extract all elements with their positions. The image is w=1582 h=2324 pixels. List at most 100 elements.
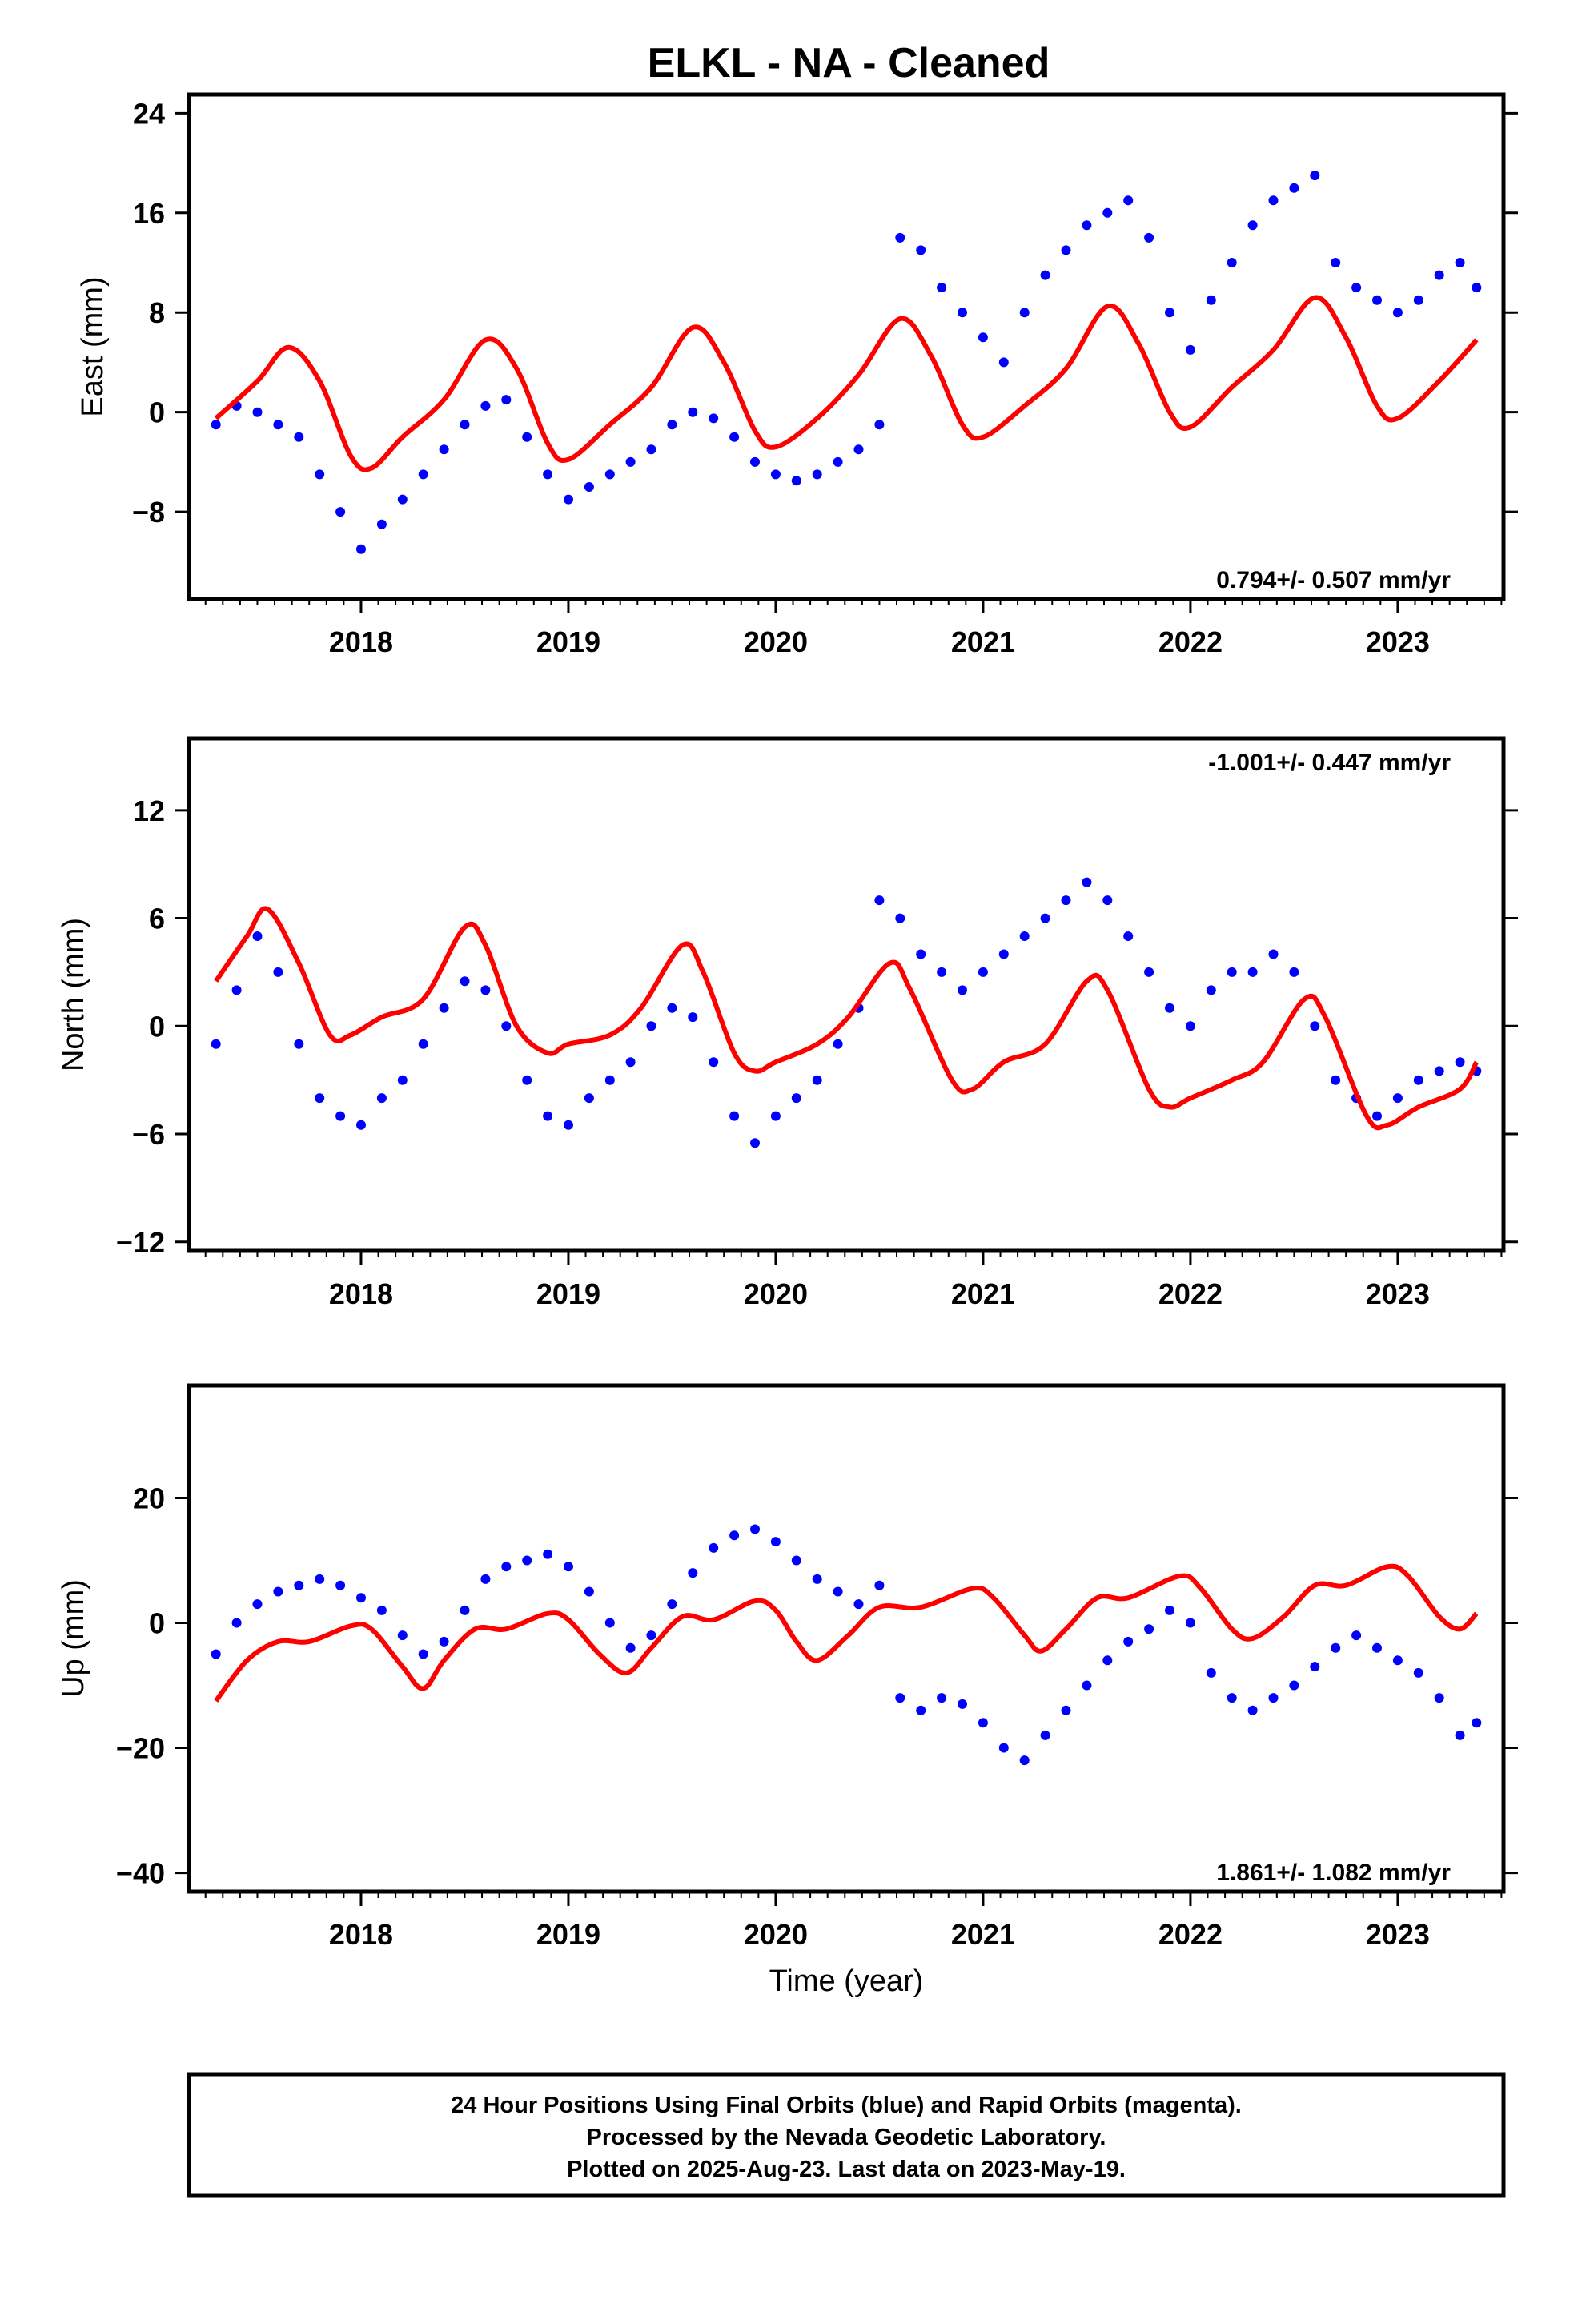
east-data-point <box>833 456 843 467</box>
north-data-point <box>916 949 926 959</box>
north-y-tick-label: −12 <box>116 1226 165 1259</box>
up-x-tick-label: 2021 <box>951 1918 1015 1951</box>
up-data-point <box>376 1605 387 1615</box>
up-data-point <box>294 1580 304 1590</box>
east-plot-frame <box>187 92 1506 601</box>
north-data-point <box>667 1003 677 1013</box>
north-data-point <box>833 1039 843 1049</box>
north-data-point <box>978 967 988 977</box>
north-data-point <box>501 1021 512 1031</box>
up-x-tick-label: 2019 <box>536 1918 600 1951</box>
up-axes: 2018 2019 2020 2021 2022 2023 20 0 −20 −40 <box>116 1482 1518 1951</box>
north-data-point <box>376 1093 387 1104</box>
east-data-point <box>1144 232 1154 243</box>
north-data-point <box>1392 1093 1403 1104</box>
north-data-point <box>460 976 470 987</box>
north-x-tick-label: 2022 <box>1158 1277 1223 1310</box>
up-fit-line <box>214 1563 1479 1703</box>
east-data-point <box>729 432 740 442</box>
east-data-point <box>709 413 719 424</box>
east-data-point <box>978 332 988 343</box>
north-y-tick-label: 12 <box>133 794 165 827</box>
north-y-tick-label: 6 <box>149 903 165 935</box>
north-data-point <box>335 1111 346 1121</box>
east-data-point <box>273 420 283 430</box>
north-data-point <box>356 1120 366 1130</box>
up-data-point <box>356 1593 366 1603</box>
up-data-point <box>1040 1730 1050 1740</box>
up-data-point <box>625 1642 636 1653</box>
east-data-point <box>791 476 801 486</box>
east-x-tick-label: 2019 <box>536 625 600 658</box>
north-data-point <box>564 1120 573 1130</box>
up-data-point <box>874 1580 885 1590</box>
east-data-point <box>1123 195 1134 206</box>
caption-line-1: 24 Hour Positions Using Final Orbits (bl… <box>451 2093 1242 2118</box>
up-data-point <box>1310 1662 1320 1672</box>
east-data-point <box>1331 258 1341 267</box>
east-data-point <box>1372 295 1382 305</box>
east-data-point <box>1472 283 1482 293</box>
east-x-tick-label: 2023 <box>1366 625 1430 658</box>
north-data-point <box>1289 967 1299 977</box>
east-data-point <box>646 444 656 455</box>
east-y-tick-label: 0 <box>149 396 165 429</box>
east-data-point <box>688 407 698 417</box>
up-data-point <box>1392 1655 1403 1666</box>
up-x-tick-label: 2022 <box>1158 1918 1223 1951</box>
up-data-point <box>770 1537 781 1547</box>
north-data-point <box>729 1111 740 1121</box>
east-data-point <box>1289 183 1299 193</box>
east-x-tick-label: 2021 <box>951 625 1015 658</box>
up-data-point <box>1206 1667 1216 1678</box>
up-data-point <box>1165 1605 1174 1615</box>
north-data-point <box>1227 967 1237 977</box>
east-data-point <box>1413 295 1423 305</box>
north-axes: 2018 2019 2020 2021 2022 2023 12 6 0 −6 −12 <box>116 794 1518 1310</box>
up-data-point <box>688 1568 698 1578</box>
north-data-point <box>439 1003 449 1013</box>
up-data-point <box>812 1574 822 1584</box>
east-data-point <box>770 469 781 480</box>
up-y-tick-label: 0 <box>149 1606 165 1639</box>
north-data-point <box>937 967 947 977</box>
panel-north: 2018 2019 2020 2021 2022 2023 12 6 0 −6 −12 North … <box>57 736 1518 1310</box>
north-data-point <box>273 967 283 977</box>
east-data-point <box>1434 270 1444 280</box>
north-data-point <box>1206 985 1216 995</box>
north-y-tick-label: 0 <box>149 1010 165 1043</box>
chart-title: ELKL - NA - Cleaned <box>648 40 1050 86</box>
east-data-point <box>294 432 304 442</box>
up-data-point <box>1227 1693 1237 1703</box>
up-data-point <box>1331 1642 1341 1653</box>
up-data-point <box>1082 1680 1092 1691</box>
east-data-point <box>1185 344 1195 355</box>
east-data-point <box>1019 308 1030 318</box>
east-y-tick-label: 24 <box>133 97 165 130</box>
north-data-point <box>1413 1075 1423 1085</box>
up-data-point <box>501 1562 512 1572</box>
east-data-point <box>460 420 470 430</box>
up-data-point <box>895 1693 905 1703</box>
up-data-point <box>418 1649 428 1659</box>
up-data-point <box>729 1530 740 1541</box>
up-x-tick-label: 2020 <box>744 1918 808 1951</box>
up-data-point <box>439 1636 449 1647</box>
north-data-point <box>874 895 885 906</box>
north-data-point <box>231 985 242 995</box>
east-y-tick-label: 16 <box>133 197 165 230</box>
up-y-tick-label: −40 <box>116 1857 165 1890</box>
east-y-axis-label: East (mm) <box>76 276 110 416</box>
up-data-point <box>853 1599 864 1610</box>
east-data-point <box>418 469 428 480</box>
north-x-tick-label: 2019 <box>536 1277 600 1310</box>
up-data-point <box>1247 1705 1258 1715</box>
north-data-point <box>791 1093 801 1104</box>
north-y-tick-label: −6 <box>132 1118 165 1151</box>
east-data-point <box>522 432 532 442</box>
north-data-point <box>1185 1021 1195 1031</box>
up-data-point <box>1413 1667 1423 1678</box>
caption-line-3: Plotted on 2025-Aug-23. Last data on 202… <box>567 2157 1126 2182</box>
east-data-point <box>1392 308 1403 318</box>
east-data-point <box>1040 270 1050 280</box>
